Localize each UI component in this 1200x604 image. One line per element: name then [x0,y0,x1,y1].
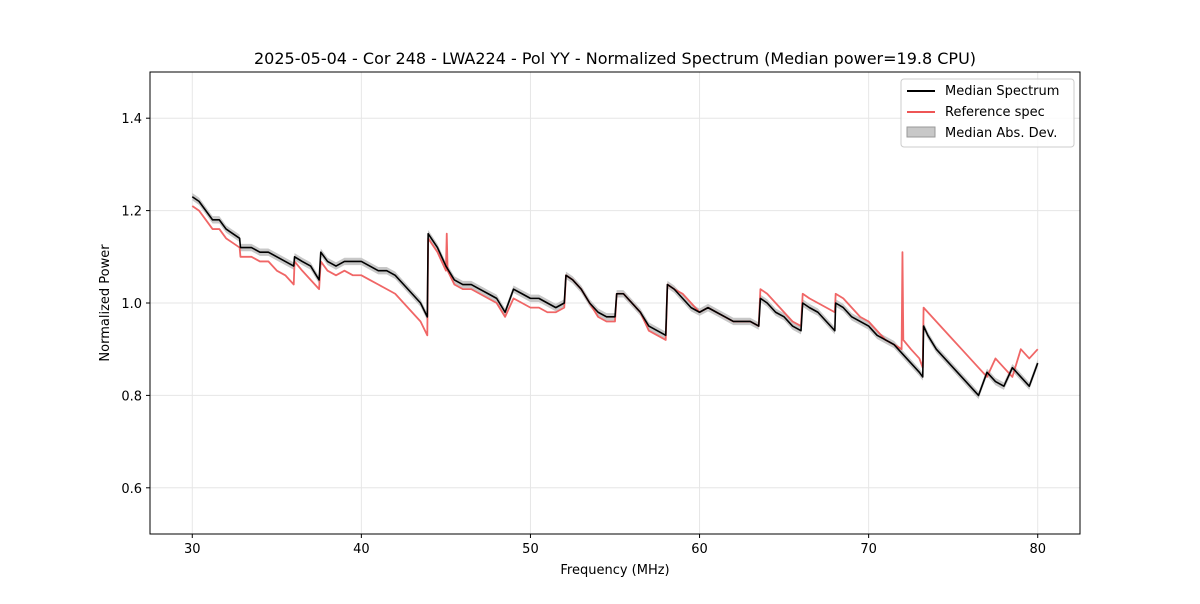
x-tick-label: 70 [860,542,877,557]
legend-median-label: Median Spectrum [945,84,1059,99]
x-axis-ticks: 30 40 50 60 70 80 [184,534,1046,557]
x-tick-label: 60 [691,542,708,557]
legend-mad-swatch [906,126,936,138]
series-lines [191,196,1039,397]
y-tick-label: 1.2 [121,205,142,220]
legend-box [900,78,1075,148]
x-tick-label: 50 [522,542,539,557]
x-tick-label: 30 [184,542,201,557]
y-tick-label: 0.8 [121,389,142,404]
x-axis-label: Frequency (MHz) [560,563,669,578]
legend-reference-label: Reference spec [945,105,1045,120]
median-spectrum-line [191,196,1039,397]
grid [150,72,1080,534]
y-tick-label: 0.6 [121,482,142,497]
legend: Median Spectrum Reference spec Median Ab… [900,78,1075,148]
mad-band-area [192,193,1038,400]
legend-mad-label: Median Abs. Dev. [945,126,1057,141]
chart-title: 2025-05-04 - Cor 248 - LWA224 - Pol YY -… [254,49,976,68]
x-tick-label: 40 [353,542,370,557]
y-tick-label: 1.4 [121,112,142,127]
y-axis-ticks: 0.6 0.8 1.0 1.2 1.4 [121,112,150,497]
y-axis-label: Normalized Power [98,244,113,362]
mad-band [192,193,1038,400]
reference-spec-line [191,205,1039,378]
y-tick-label: 1.0 [121,297,142,312]
x-tick-label: 80 [1029,542,1046,557]
